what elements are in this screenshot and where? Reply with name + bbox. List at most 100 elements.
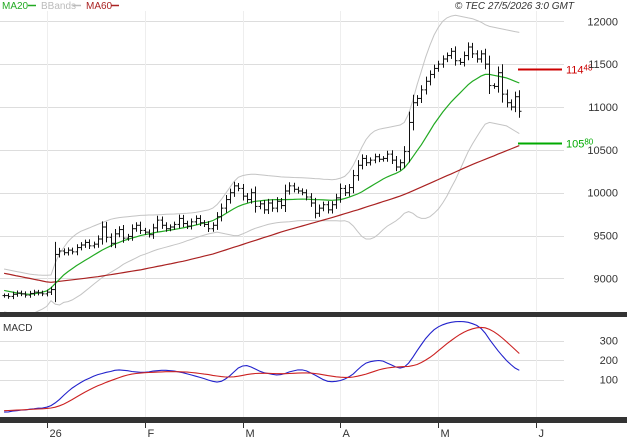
ohlc-bar [57,247,62,258]
x-tick-label: M [246,428,255,440]
ohlc-bar [147,229,152,238]
ohlc-bars [2,42,522,303]
ohlc-bar [245,193,250,203]
price-y-tick-label: 11000 [588,102,618,114]
ohlc-bar [262,200,267,214]
ohlc-bar [40,290,45,297]
ohlc-bar [292,182,297,193]
ohlc-bar [356,160,361,181]
ohlc-bar [398,159,403,171]
ohlc-bar [381,156,386,162]
ohlc-bar [66,247,71,256]
ohlc-bar [266,198,271,214]
ohlc-bar [206,221,211,233]
macd-title: MACD [3,323,32,334]
ohlc-bar [390,150,395,164]
ohlc-bar [130,224,135,241]
ohlc-bar [189,218,194,230]
ohlc-bar [160,216,165,229]
ohlc-bar [368,157,373,166]
x-tick-label: F [148,428,155,440]
macd-plot-area [0,317,564,417]
bollinger-bands [3,14,520,316]
x-axis: 26 F M A M J [47,423,545,440]
ohlc-bar [500,64,505,103]
ohlc-bar [270,199,275,212]
ohlc-bar [138,221,143,235]
ohlc-bar [49,286,54,295]
x-tick-label: J [539,428,545,440]
ohlc-bar [334,193,339,209]
ohlc-bar [19,290,24,297]
resistance-level-int: 114 [566,65,584,77]
ohlc-bar [338,183,343,203]
resistance-level-label: 11448 [566,64,593,77]
ohlc-bar [364,155,369,167]
ma20-line [3,73,520,295]
ma60-line [3,145,520,283]
ohlc-bar [215,212,220,230]
ohlc-bar [321,201,326,212]
panel-separator [0,312,627,317]
macd-y-tick-label: 200 [600,355,618,367]
price-y-tick-label: 9500 [594,231,618,243]
ohlc-bar [155,215,160,233]
ohlc-bar [428,70,433,86]
ohlc-bar [6,293,11,299]
ohlc-bar [28,290,33,298]
ohlc-bar [424,76,429,95]
header-bar [0,0,627,11]
ohlc-bar [313,197,318,219]
ohlc-bar [134,222,139,232]
bbands-upper-line [3,14,520,276]
ohlc-bar [104,221,109,243]
ohlc-bar [513,91,518,113]
ohlc-bar [164,222,169,232]
ohlc-bar [445,52,450,63]
ohlc-bar [258,201,263,210]
ohlc-bar [373,153,378,164]
ohlc-bar [92,241,97,249]
legend-ma20-label: MA20 [2,1,29,12]
ohlc-bar [462,51,467,67]
ohlc-bar [228,188,233,204]
ohlc-bar [287,182,292,195]
macd-panel: MACD 100 200 300 [0,317,618,417]
ohlc-bar [432,64,437,79]
ohlc-bar [453,46,458,66]
x-tick-label: A [343,428,351,440]
legend-ma60-label: MA60 [86,1,113,12]
ohlc-bar [487,55,492,95]
ohlc-bar [100,221,105,245]
ohlc-bar [496,66,501,93]
ohlc-bar [509,99,514,111]
ohlc-bar [330,201,335,214]
support-level-int: 105 [566,139,584,151]
ohlc-bar [492,83,497,89]
macd-gridlines [0,317,564,417]
ohlc-bar [402,146,407,169]
ohlc-bar [304,189,309,201]
macd-line-macd [4,320,520,413]
ma20-series [3,73,520,295]
price-y-tick-label: 10000 [587,188,618,200]
ohlc-bar [279,197,284,209]
ohlc-bar [466,42,471,61]
ohlc-bar [2,293,7,298]
ohlc-bar [360,154,365,170]
ohlc-bar [96,235,101,248]
ohlc-bar [309,193,314,207]
macd-y-tick-label: 300 [600,336,618,348]
ohlc-bar [347,183,352,197]
x-tick-label: 26 [50,428,62,440]
ohlc-bar [168,224,173,232]
x-tick-label: M [441,428,450,440]
ohlc-bar [202,220,207,227]
ohlc-bar [83,239,88,248]
ohlc-bar [351,169,356,194]
ohlc-bar [181,214,186,228]
ohlc-bar [75,244,80,256]
price-plot-area [0,11,564,311]
support-level-dec: 80 [584,138,593,147]
